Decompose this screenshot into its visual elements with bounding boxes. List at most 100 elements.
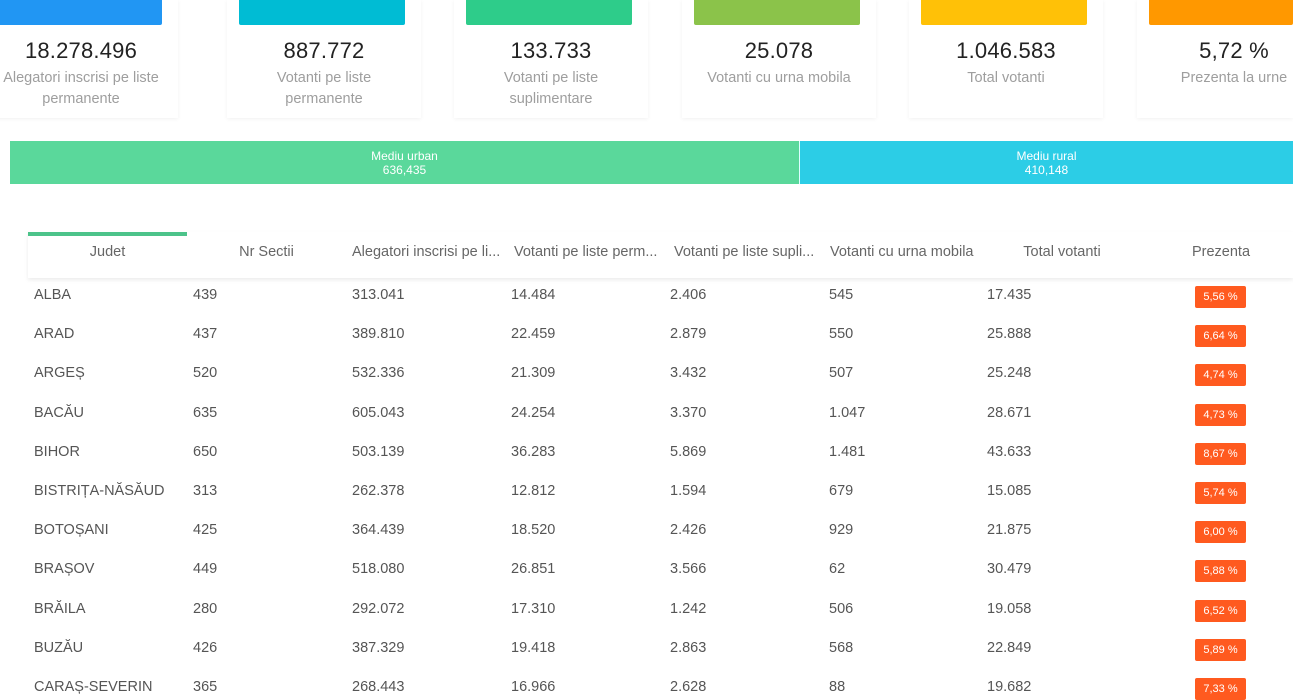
stat-card-registered-voters: 18.278.496 Alegatori inscrisi pe liste p… (0, 0, 178, 118)
environment-split-bar: Mediu urban 636,435 Mediu rural 410,148 (10, 141, 1293, 184)
cell-suplimentare: 5.869 (670, 443, 707, 460)
cell-judet: ARGEȘ (34, 365, 85, 382)
table-row[interactable]: BOTOȘANI 425 364.439 18.520 2.426 929 21… (28, 513, 1293, 552)
header-total-votanti[interactable]: Total votanti (1023, 244, 1101, 260)
cell-total: 21.875 (987, 522, 1032, 539)
cell-total: 25.248 (987, 365, 1032, 382)
turnout-badge: 5,88 % (1195, 560, 1246, 583)
table-row[interactable]: BISTRIȚA-NĂSĂUD 313 262.378 12.812 1.594… (28, 474, 1293, 513)
cell-permanente: 17.310 (511, 600, 556, 617)
cell-sectii: 365 (193, 678, 218, 695)
cell-total: 25.888 (987, 326, 1032, 343)
header-judet[interactable]: Judet (89, 244, 126, 260)
cell-alegatori: 518.080 (352, 561, 405, 578)
table-row[interactable]: BUZĂU 426 387.329 19.418 2.863 568 22.84… (28, 631, 1293, 670)
cell-permanente: 16.966 (511, 678, 556, 695)
table-row[interactable]: ARGEȘ 520 532.336 21.309 3.432 507 25.24… (28, 356, 1293, 395)
header-alegatori[interactable]: Alegatori inscrisi pe li... (352, 244, 501, 260)
cell-total: 28.671 (987, 404, 1032, 421)
county-table: Judet Nr Sectii Alegatori inscrisi pe li… (28, 232, 1293, 700)
cell-suplimentare: 1.242 (670, 600, 707, 617)
cell-mobila: 1.481 (829, 443, 866, 460)
table-row[interactable]: BACĂU 635 605.043 24.254 3.370 1.047 28.… (28, 396, 1293, 435)
turnout-badge: 7,33 % (1195, 677, 1246, 700)
cell-permanente: 18.520 (511, 522, 556, 539)
cell-alegatori: 364.439 (352, 522, 405, 539)
cell-judet: BRAȘOV (34, 561, 95, 578)
cell-mobila: 929 (829, 522, 854, 539)
cell-suplimentare: 3.566 (670, 561, 707, 578)
cell-sectii: 425 (193, 522, 218, 539)
cell-mobila: 507 (829, 365, 854, 382)
stat-label: Alegatori inscrisi pe liste permanente (3, 70, 159, 107)
card-color-bar (694, 0, 860, 25)
stat-value: 887.772 (283, 38, 365, 63)
cell-permanente: 24.254 (511, 404, 556, 421)
cell-sectii: 635 (193, 404, 218, 421)
stat-card-turnout: 5,72 % Prezenta la urne (1137, 0, 1293, 118)
table-row[interactable]: ALBA 439 313.041 14.484 2.406 545 17.435… (28, 278, 1293, 317)
card-color-bar (921, 0, 1087, 25)
cell-alegatori: 262.378 (352, 482, 405, 499)
stat-cards: 18.278.496 Alegatori inscrisi pe liste p… (0, 0, 1293, 118)
table-row[interactable]: ARAD 437 389.810 22.459 2.879 550 25.888… (28, 317, 1293, 356)
header-votanti-permanente[interactable]: Votanti pe liste perm... (514, 244, 658, 260)
table-row[interactable]: CARAȘ-SEVERIN 365 268.443 16.966 2.628 8… (28, 670, 1293, 700)
cell-alegatori: 605.043 (352, 404, 405, 421)
header-nr-sectii[interactable]: Nr Sectii (239, 244, 294, 260)
cell-suplimentare: 2.406 (670, 287, 707, 303)
turnout-badge: 6,52 % (1195, 599, 1246, 622)
cell-alegatori: 387.329 (352, 639, 405, 656)
card-color-bar (0, 0, 162, 25)
cell-sectii: 437 (193, 326, 218, 343)
cell-permanente: 36.283 (511, 443, 556, 460)
stat-label: Votanti cu urna mobila (707, 70, 851, 86)
table-row[interactable]: BRĂILA 280 292.072 17.310 1.242 506 19.0… (28, 592, 1293, 631)
cell-alegatori: 313.041 (352, 287, 405, 303)
cell-judet: ARAD (34, 326, 75, 343)
cell-mobila: 62 (829, 561, 846, 578)
stat-label: Prezenta la urne (1180, 70, 1288, 86)
cell-mobila: 1.047 (829, 404, 866, 421)
cell-alegatori: 503.139 (352, 443, 405, 460)
stat-card-supplementary-voters: 133.733 Votanti pe liste suplimentare (454, 0, 648, 118)
header-prezenta[interactable]: Prezenta (1191, 244, 1251, 260)
turnout-badge: 4,74 % (1195, 364, 1246, 387)
cell-suplimentare: 1.594 (670, 482, 707, 499)
cell-judet: BUZĂU (34, 639, 84, 656)
turnout-badge: 5,74 % (1195, 481, 1246, 504)
stat-value: 18.278.496 (24, 38, 138, 63)
stat-value: 133.733 (510, 38, 592, 63)
turnout-badge: 4,73 % (1195, 403, 1246, 426)
cell-permanente: 19.418 (511, 639, 556, 656)
cell-mobila: 679 (829, 482, 854, 499)
cell-permanente: 14.484 (511, 287, 556, 303)
cell-sectii: 313 (193, 482, 218, 499)
cell-judet: BIHOR (34, 443, 80, 460)
cell-total: 43.633 (987, 443, 1032, 460)
stat-value: 5,72 % (1199, 38, 1269, 63)
turnout-badge: 6,00 % (1195, 521, 1246, 544)
cell-alegatori: 532.336 (352, 365, 405, 382)
cell-mobila: 568 (829, 639, 854, 656)
cell-judet: BACĂU (34, 404, 84, 421)
turnout-badge: 5,56 % (1195, 286, 1246, 308)
cell-suplimentare: 3.432 (670, 365, 707, 382)
table-header: Judet Nr Sectii Alegatori inscrisi pe li… (28, 232, 1293, 278)
urban-value: 636,435 (382, 163, 427, 177)
stat-label: Votanti pe liste suplimentare (503, 70, 599, 107)
cell-sectii: 650 (193, 443, 218, 460)
cell-suplimentare: 2.426 (670, 522, 707, 539)
header-votanti-suplimentare[interactable]: Votanti pe liste supli... (674, 244, 815, 260)
cell-alegatori: 292.072 (352, 600, 405, 617)
stat-label: Total votanti (967, 70, 1045, 86)
table-row[interactable]: BRAȘOV 449 518.080 26.851 3.566 62 30.47… (28, 552, 1293, 591)
table-body: ALBA 439 313.041 14.484 2.406 545 17.435… (28, 278, 1293, 700)
stat-card-permanent-voters: 887.772 Votanti pe liste permanente (227, 0, 421, 118)
rural-segment[interactable]: Mediu rural 410,148 (799, 141, 1293, 184)
header-votanti-urna-mobila[interactable]: Votanti cu urna mobila (830, 244, 974, 260)
card-color-bar (239, 0, 405, 25)
urban-segment[interactable]: Mediu urban 636,435 (10, 141, 799, 184)
cell-total: 17.435 (987, 287, 1032, 303)
table-row[interactable]: BIHOR 650 503.139 36.283 5.869 1.481 43.… (28, 435, 1293, 474)
